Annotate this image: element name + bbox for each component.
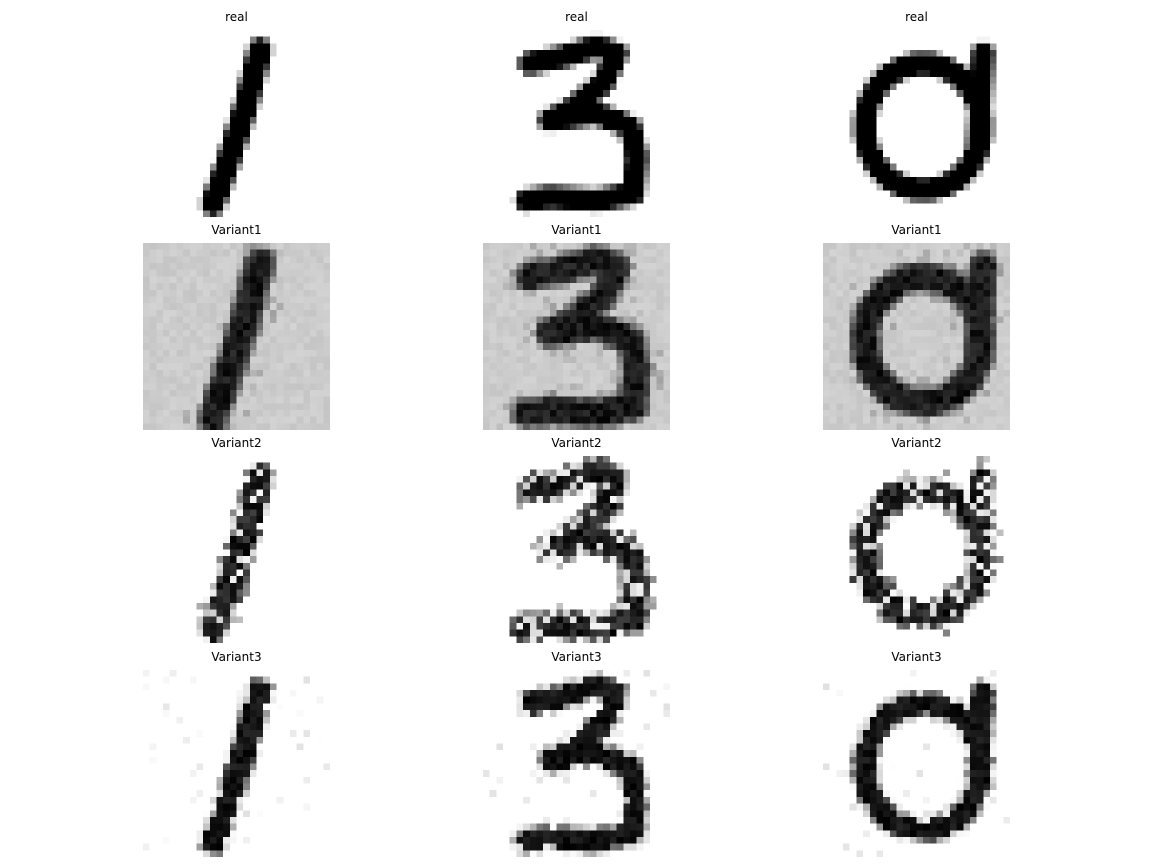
panel-title: Variant3 bbox=[891, 650, 942, 664]
panel-title: Variant2 bbox=[551, 436, 602, 450]
panel-title: Variant2 bbox=[891, 436, 942, 450]
digit-0-variant3-image bbox=[823, 670, 1010, 857]
digit-1-real-image bbox=[143, 30, 330, 217]
panel-title: Variant3 bbox=[551, 650, 602, 664]
panel-title: Variant3 bbox=[211, 650, 262, 664]
panel-title: Variant2 bbox=[211, 436, 262, 450]
digit-0-variant2-image bbox=[823, 456, 1010, 643]
digit-1-variant2-image bbox=[143, 456, 330, 643]
panel-title: real bbox=[905, 10, 928, 24]
digit-3-variant3-image bbox=[483, 670, 670, 857]
digit-3-variant1-image bbox=[483, 243, 670, 430]
digit-1-variant1-image bbox=[143, 243, 330, 430]
panel-title: Variant1 bbox=[891, 223, 942, 237]
digit-0-variant1-image bbox=[823, 243, 1010, 430]
digit-0-real-image bbox=[823, 30, 1010, 217]
panel-title: real bbox=[225, 10, 248, 24]
digit-3-real-image bbox=[483, 30, 670, 217]
digit-3-variant2-image bbox=[483, 456, 670, 643]
digit-1-variant3-image bbox=[143, 670, 330, 857]
panel-title: Variant1 bbox=[551, 223, 602, 237]
panel-title: Variant1 bbox=[211, 223, 262, 237]
panel-title: real bbox=[565, 10, 588, 24]
